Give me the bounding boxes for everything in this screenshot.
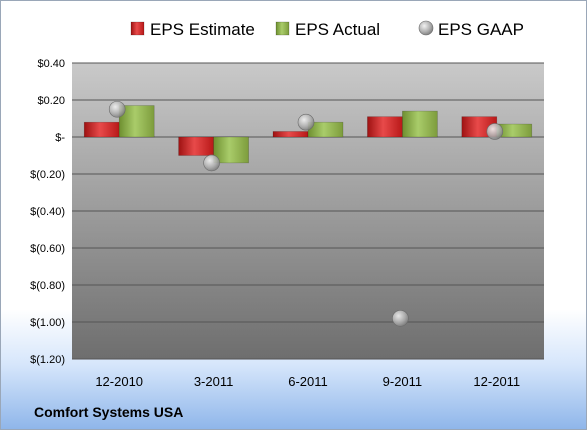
company-name: Comfort Systems USA — [34, 404, 183, 420]
y-tick-label: $0.20 — [37, 95, 65, 107]
marker-eps-gaap — [108, 100, 126, 118]
legend-swatch-estimate — [130, 21, 145, 36]
y-tick-label: $(0.20) — [30, 169, 65, 181]
legend: EPS Estimate EPS Actual EPS GAAP — [130, 20, 524, 39]
marker-eps-gaap — [486, 123, 504, 140]
y-tick-label: $(0.60) — [30, 243, 65, 255]
x-axis: 12-2010 3-2011 6-2011 9-2011 12-2011 — [95, 374, 520, 389]
x-tick-label: 6-2011 — [288, 374, 328, 389]
legend-swatch-actual — [275, 21, 290, 36]
legend-swatch-gaap — [418, 20, 434, 36]
legend-label: EPS GAAP — [438, 20, 524, 39]
bar-eps-estimate — [272, 131, 309, 138]
bar-eps-estimate — [367, 116, 403, 138]
y-tick-label: $(1.20) — [30, 354, 65, 366]
y-tick-label: $(0.40) — [30, 206, 65, 218]
y-tick-label: $(1.00) — [30, 317, 65, 329]
y-tick-label: $- — [55, 132, 65, 144]
marker-eps-gaap — [392, 309, 409, 327]
x-tick-label: 3-2011 — [194, 374, 234, 389]
gaap-markers — [108, 100, 504, 327]
x-tick-label: 9-2011 — [383, 374, 423, 389]
bar-eps-actual — [402, 110, 438, 138]
bars — [83, 105, 533, 164]
y-tick-label: $0.40 — [37, 58, 65, 70]
marker-eps-gaap — [203, 154, 220, 172]
legend-label: EPS Estimate — [150, 20, 255, 39]
y-axis: $0.40 $0.20 $- $(0.20) $(0.40) $(0.60) $(0.80)… — [30, 58, 65, 366]
bar-eps-estimate — [83, 121, 120, 138]
x-tick-label: 12-2011 — [473, 374, 520, 389]
y-tick-label: $(0.80) — [30, 280, 65, 292]
legend-label: EPS Actual — [295, 20, 380, 39]
marker-eps-gaap — [297, 113, 315, 131]
bar-eps-estimate — [178, 136, 214, 156]
bar-eps-actual — [213, 136, 249, 164]
x-tick-label: 12-2010 — [95, 374, 143, 389]
